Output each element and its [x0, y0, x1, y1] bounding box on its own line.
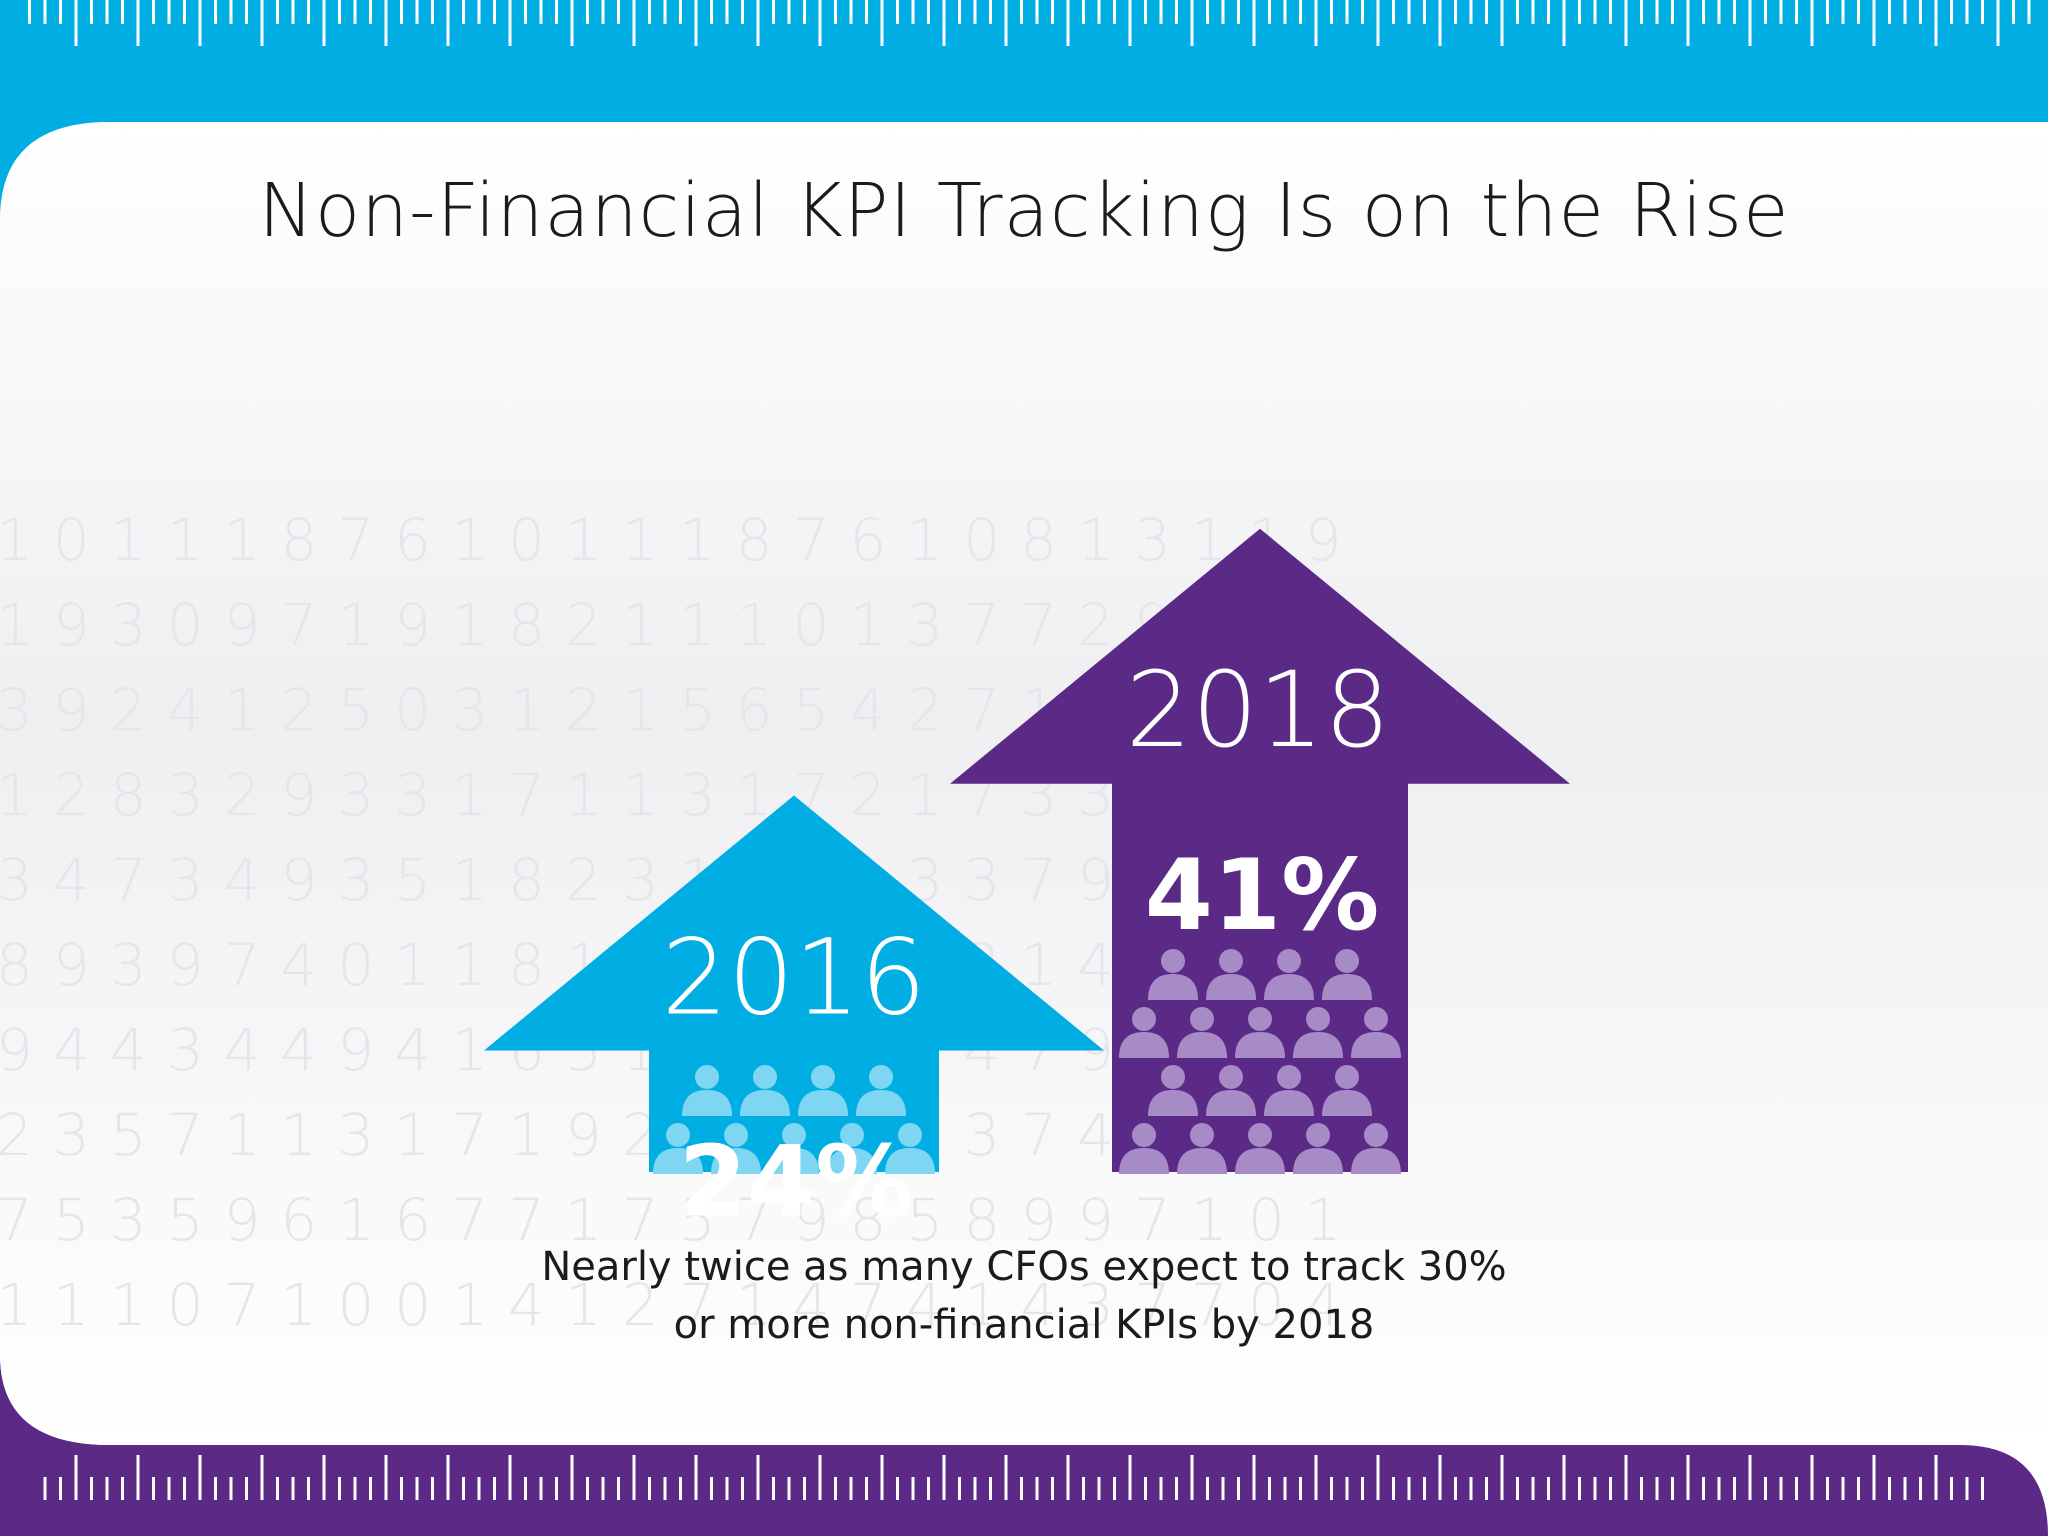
person-icon: [740, 1065, 790, 1116]
category-label-2018: 2018: [1126, 649, 1391, 771]
caption: Nearly twice as many CFOs expect to trac…: [424, 1238, 1624, 1354]
caption-line-1: Nearly twice as many CFOs expect to trac…: [541, 1244, 1507, 1290]
arrow-bar-2016: [484, 795, 1104, 1172]
person-icon: [1235, 1123, 1285, 1174]
person-icon: [1119, 1007, 1169, 1058]
top-ruler-ticks: [28, 0, 2031, 46]
person-icon: [1264, 1065, 1314, 1116]
person-icon: [1119, 1123, 1169, 1174]
person-icon: [1351, 1123, 1401, 1174]
person-icon: [769, 1123, 819, 1174]
people-group-2018: [1119, 949, 1401, 1174]
bottom-ruler-band: [0, 1355, 2048, 1536]
person-icon: [1148, 949, 1198, 1000]
people-group-2016: [653, 1065, 935, 1174]
person-icon: [1177, 1007, 1227, 1058]
person-icon: [798, 1065, 848, 1116]
person-icon: [682, 1065, 732, 1116]
background-digit-row: 753596167717579858997101: [0, 1186, 1362, 1254]
person-icon: [1322, 949, 1372, 1000]
person-icon: [1264, 949, 1314, 1000]
person-icon: [827, 1123, 877, 1174]
arrow-bar-2018: [950, 528, 1570, 1172]
person-icon: [1177, 1123, 1227, 1174]
person-icon: [1235, 1007, 1285, 1058]
person-icon: [1206, 949, 1256, 1000]
value-label-2016: 24%: [679, 1125, 914, 1239]
person-icon: [711, 1123, 761, 1174]
category-label-2016: 2016: [662, 916, 927, 1038]
person-icon: [653, 1123, 703, 1174]
person-icon: [1148, 1065, 1198, 1116]
person-icon: [1351, 1007, 1401, 1058]
person-icon: [1206, 1065, 1256, 1116]
person-icon: [1293, 1007, 1343, 1058]
caption-line-2: or more non-financial KPIs by 2018: [673, 1302, 1375, 1348]
person-icon: [1322, 1065, 1372, 1116]
top-ruler-band: [0, 0, 2048, 220]
background-digit-row: 101118761011187610813119: [0, 506, 1362, 574]
bottom-ruler-ticks: [43, 1455, 1984, 1500]
page-title: Non-Financial KPI Tracking Is on the Ris…: [258, 168, 1790, 254]
background-digit-row: 111071001412714741437704: [0, 1271, 1362, 1339]
person-icon: [856, 1065, 906, 1116]
person-icon: [885, 1123, 935, 1174]
value-label-2018: 41%: [1145, 839, 1380, 953]
person-icon: [1293, 1123, 1343, 1174]
